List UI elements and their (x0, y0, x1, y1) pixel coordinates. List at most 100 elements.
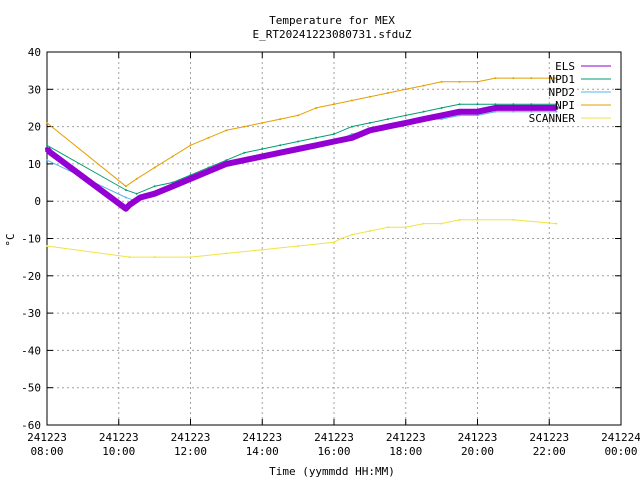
data-point-npi (207, 136, 210, 139)
x-tick-date-label: 241223 (458, 431, 498, 444)
x-tick-time-label: 20:00 (461, 445, 494, 458)
data-point-scanner (189, 256, 192, 259)
data-point-scanner (512, 218, 515, 221)
data-point-npi (333, 103, 335, 106)
data-point-els (278, 150, 283, 155)
data-point-npd1 (124, 189, 127, 192)
data-point-npd1 (555, 103, 558, 106)
data-point-scanner (440, 222, 443, 225)
data-point-npd1 (368, 121, 371, 124)
y-tick-label: -50 (21, 382, 41, 395)
data-point-els (206, 169, 211, 174)
data-point-npi (297, 114, 300, 117)
data-point-scanner (350, 233, 353, 236)
y-tick-label: 30 (28, 83, 41, 96)
data-point-scanner (555, 222, 558, 225)
data-point-npi (530, 77, 533, 80)
data-point-scanner (128, 256, 131, 259)
data-point-npi (458, 80, 461, 83)
series-line-npi (46, 77, 557, 187)
data-point-npd2 (494, 110, 497, 113)
data-point-npi (135, 177, 138, 180)
data-point-npd1 (440, 106, 443, 109)
data-point-els (493, 105, 498, 110)
data-point-els (332, 139, 336, 144)
series-line-els (44, 104, 557, 212)
x-tick-time-label: 08:00 (30, 445, 63, 458)
y-tick-label: -60 (21, 419, 41, 432)
data-point-els (439, 113, 444, 118)
data-point-npd1 (350, 125, 353, 128)
data-point-scanner (476, 218, 479, 221)
data-point-npi (422, 84, 425, 87)
data-point-scanner (386, 226, 389, 229)
data-point-npd1 (153, 185, 156, 188)
x-tick-time-label: 22:00 (533, 445, 566, 458)
data-point-npd1 (135, 192, 138, 195)
data-series (44, 77, 559, 259)
legend-label-npi: NPI (555, 99, 575, 112)
data-point-npd2 (46, 159, 48, 162)
y-tick-label: -40 (21, 344, 41, 357)
y-tick-label: 20 (28, 121, 41, 134)
data-point-npi (124, 185, 127, 188)
legend-label-scanner: SCANNER (529, 112, 576, 125)
data-point-scanner (340, 237, 343, 240)
chart-subtitle: E_RT20241223080731.sfduZ (253, 28, 412, 41)
data-point-scanner (368, 230, 371, 233)
data-point-els (349, 135, 354, 140)
grid-lines (47, 52, 621, 425)
x-axis-label: Time (yymmdd HH:MM) (269, 465, 395, 478)
data-point-els (403, 120, 408, 125)
data-point-els (170, 184, 175, 189)
data-point-els (529, 105, 534, 110)
x-tick-time-label: 14:00 (246, 445, 279, 458)
data-point-els (296, 146, 301, 151)
data-point-npd2 (530, 110, 533, 113)
data-point-npi (46, 121, 48, 124)
data-point-els (242, 158, 247, 163)
data-point-scanner (297, 244, 300, 247)
y-tick-label: 10 (28, 158, 41, 171)
data-point-npd2 (476, 114, 479, 117)
data-point-scanner (225, 252, 228, 255)
x-tick-date-label: 241224 (601, 431, 640, 444)
data-point-els (224, 161, 229, 166)
data-point-els (45, 146, 49, 151)
data-point-npi (368, 95, 371, 98)
data-point-npd1 (512, 103, 515, 106)
data-point-npd1 (297, 140, 300, 143)
y-axis-label: °C (4, 233, 17, 246)
x-tick-time-label: 18:00 (389, 445, 422, 458)
data-point-els (152, 191, 157, 196)
data-point-npi (512, 77, 515, 80)
legend-label-npd2: NPD2 (549, 86, 576, 99)
y-tick-label: -10 (21, 233, 41, 246)
data-point-npd1 (315, 136, 318, 139)
data-point-npd1 (243, 151, 246, 154)
data-point-scanner (46, 244, 48, 247)
legend-label-els: ELS (555, 60, 575, 73)
data-point-npd1 (530, 103, 533, 106)
data-point-npi (440, 80, 443, 83)
data-point-els (260, 154, 265, 159)
y-tick-label: 40 (28, 46, 41, 59)
data-point-npd2 (440, 118, 443, 121)
plot-border (46, 51, 622, 426)
data-point-els (554, 105, 559, 110)
data-point-els (127, 202, 132, 207)
data-point-els (511, 105, 516, 110)
x-tick-date-label: 241223 (386, 431, 426, 444)
y-tick-label: 0 (34, 195, 41, 208)
data-point-npd2 (512, 110, 515, 113)
data-point-scanner (422, 222, 425, 225)
data-point-npd1 (494, 103, 497, 106)
data-point-npi (315, 106, 318, 109)
x-tick-time-label: 00:00 (604, 445, 637, 458)
data-point-npi (225, 129, 228, 132)
chart-title: Temperature for MEX (269, 14, 395, 27)
data-point-npd2 (124, 196, 127, 199)
x-tick-date-label: 241223 (242, 431, 282, 444)
data-point-npd1 (386, 118, 389, 121)
